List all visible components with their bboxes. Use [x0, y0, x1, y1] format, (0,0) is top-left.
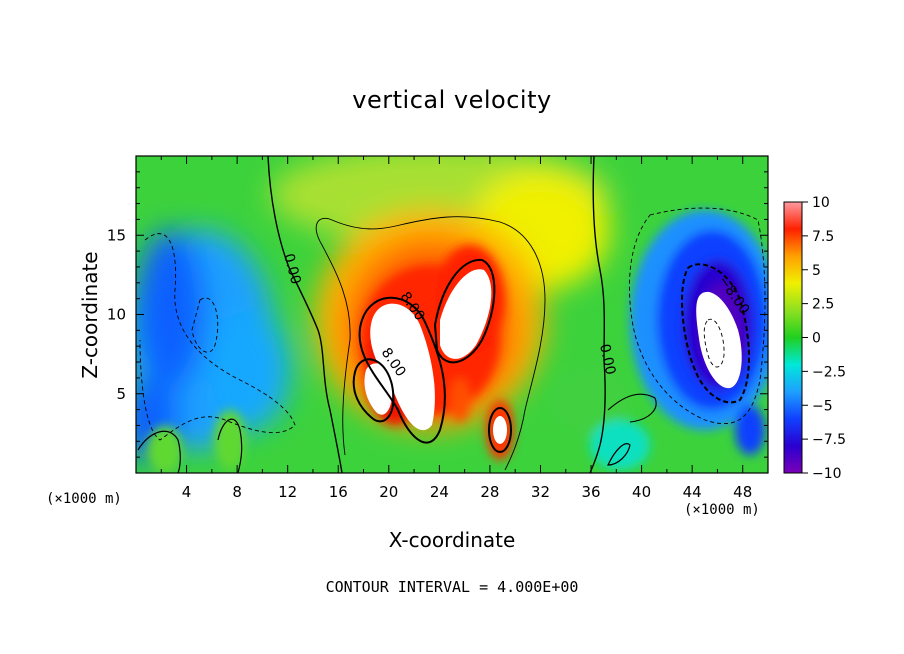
- x-unit-label-left: (×1000 m): [46, 491, 122, 507]
- colorbar-tick-label-6: −5: [812, 398, 833, 414]
- x-tick-label-1: 8: [232, 483, 242, 501]
- contour-interval-text: CONTOUR INTERVAL = 4.000E+00: [325, 578, 579, 596]
- x-tick-label-11: 48: [733, 483, 752, 501]
- updraft-core: [364, 269, 507, 444]
- x-tick-label-2: 12: [278, 483, 297, 501]
- x-tick-label-10: 44: [683, 483, 702, 501]
- x-tick-label-4: 20: [379, 483, 398, 501]
- contour-label-zero-left: 0.00: [280, 252, 304, 286]
- colorbar-tick-label-3: 2.5: [812, 297, 834, 313]
- colorbar: 10 7.5 5 2.5 0 −2.5 −5 −7.5 −10: [783, 195, 846, 482]
- x-tick-label-3: 16: [329, 483, 348, 501]
- x-tick-label-6: 28: [480, 483, 499, 501]
- colorbar-tick-label-1: 7.5: [812, 229, 834, 245]
- colorbar-gradient: [783, 201, 803, 474]
- colorbar-tick-label-4: 0: [812, 331, 821, 347]
- x-tick-label-5: 24: [430, 483, 449, 501]
- y-tick-label-1: 10: [107, 306, 126, 324]
- x-axis-label: X-coordinate: [388, 528, 516, 552]
- x-tick-label-8: 36: [581, 483, 600, 501]
- colorbar-tick-label-7: −7.5: [812, 432, 846, 448]
- y-axis-ticks: 5 10 15: [107, 171, 768, 458]
- colorbar-ticks: 10 7.5 5 2.5 0 −2.5 −5 −7.5 −10: [802, 195, 846, 482]
- y-tick-label-2: 15: [107, 226, 126, 244]
- x-tick-label-7: 32: [531, 483, 550, 501]
- colorbar-tick-label-2: 5: [812, 263, 821, 279]
- colorbar-tick-label-5: −2.5: [812, 364, 846, 380]
- x-unit-label-right: (×1000 m): [684, 502, 760, 518]
- colorbar-tick-label-8: −10: [812, 466, 842, 482]
- x-tick-label-9: 40: [632, 483, 651, 501]
- x-tick-label-0: 4: [182, 483, 192, 501]
- downdraft-core: [696, 291, 742, 389]
- heatmap-field: 0.00 0.00 8.00 8.00 −8.00: [136, 156, 768, 473]
- colorbar-tick-label-0: 10: [812, 195, 830, 211]
- y-tick-label-0: 5: [116, 385, 126, 403]
- contour-label-zero-right: 0.00: [596, 343, 618, 377]
- chart-title: vertical velocity: [352, 86, 552, 114]
- x-axis-ticks: 4 8 12 16 20 24 28 32 36 40 44 48: [160, 156, 752, 501]
- contour-lines: [137, 156, 766, 473]
